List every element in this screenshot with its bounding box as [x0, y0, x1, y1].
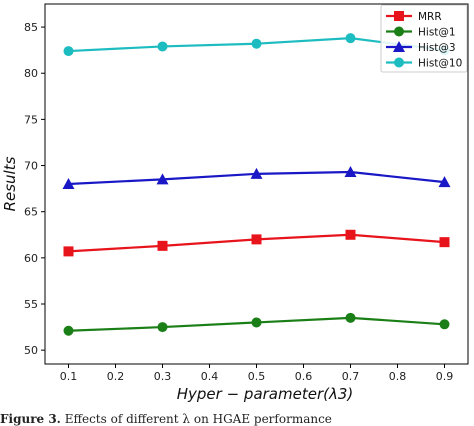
legend-item-hist-3: Hist@3: [386, 41, 456, 54]
caption-text: Effects of different λ on HGAE performan…: [64, 412, 332, 426]
x-axis-label: Hyper − parameter(λ3): [177, 385, 354, 403]
legend-label: Hist@10: [418, 58, 462, 70]
x-tick-label: 0.8: [389, 370, 407, 383]
legend-item-hist-1: Hist@1: [386, 26, 456, 39]
legend-swatch-marker: [394, 11, 404, 21]
legend-swatch-marker: [394, 57, 404, 68]
data-point-hist-10: [345, 33, 356, 44]
data-point-mrr: [63, 246, 74, 257]
data-point-hist-1: [251, 317, 262, 328]
y-tick-label: 80: [24, 67, 38, 80]
legend-swatch-marker: [394, 26, 404, 37]
y-axis-label: Results: [1, 156, 19, 211]
x-axis-ticks: 0.1 0.2 0.3 0.4 0.5 0.6 0.7 0.8 0.9: [60, 364, 454, 383]
data-point-mrr: [157, 240, 168, 251]
data-point-hist-10: [251, 38, 262, 49]
legend-item-hist-10: Hist@10: [386, 57, 462, 70]
series-mrr: [63, 229, 450, 257]
data-point-hist-1: [63, 325, 74, 336]
data-point-hist-3: [344, 166, 357, 177]
data-point-hist-3: [62, 178, 75, 189]
x-tick-label: 0.2: [107, 370, 125, 383]
series-layer: [62, 33, 451, 336]
data-point-hist-1: [439, 319, 450, 330]
x-tick-label: 0.3: [154, 370, 172, 383]
x-tick-label: 0.7: [342, 370, 360, 383]
legend-label: MRR: [418, 11, 442, 23]
legend: MRR Hist@1 Hist@3 Hist@10: [380, 4, 468, 73]
x-tick-label: 0.5: [248, 370, 266, 383]
data-point-hist-10: [63, 46, 74, 57]
data-point-hist-3: [250, 167, 263, 179]
data-point-hist-3: [156, 173, 169, 185]
series-hist-3: [62, 166, 451, 189]
x-tick-label: 0.4: [201, 370, 219, 383]
y-tick-label: 60: [24, 252, 38, 265]
data-point-mrr: [439, 237, 450, 248]
y-tick-label: 50: [24, 344, 38, 357]
y-tick-label: 55: [24, 298, 38, 311]
data-point-hist-3: [438, 176, 451, 188]
x-tick-label: 0.1: [60, 370, 78, 383]
y-tick-label: 85: [24, 21, 38, 34]
series-hist-1: [63, 312, 450, 336]
legend-label: Hist@1: [418, 27, 456, 39]
x-tick-label: 0.9: [436, 370, 454, 383]
legend-box: [380, 4, 468, 73]
y-tick-label: 75: [24, 113, 38, 126]
data-point-mrr: [251, 234, 262, 245]
data-point-hist-1: [157, 322, 168, 333]
data-point-hist-1: [345, 312, 356, 323]
legend-item-mrr: MRR: [386, 11, 442, 23]
legend-label: Hist@3: [418, 42, 456, 54]
figure-caption: Figure 3. Effects of different λ on HGAE…: [0, 412, 332, 426]
x-tick-label: 0.6: [295, 370, 313, 383]
y-tick-label: 65: [24, 206, 38, 219]
data-point-mrr: [345, 229, 356, 240]
y-tick-label: 70: [24, 160, 38, 173]
y-axis-ticks: 50 55 60 65 70 75 80 85: [24, 21, 45, 357]
legend-swatch-marker: [393, 41, 405, 52]
data-point-hist-10: [157, 41, 168, 52]
caption-label: Figure 3.: [0, 412, 61, 426]
